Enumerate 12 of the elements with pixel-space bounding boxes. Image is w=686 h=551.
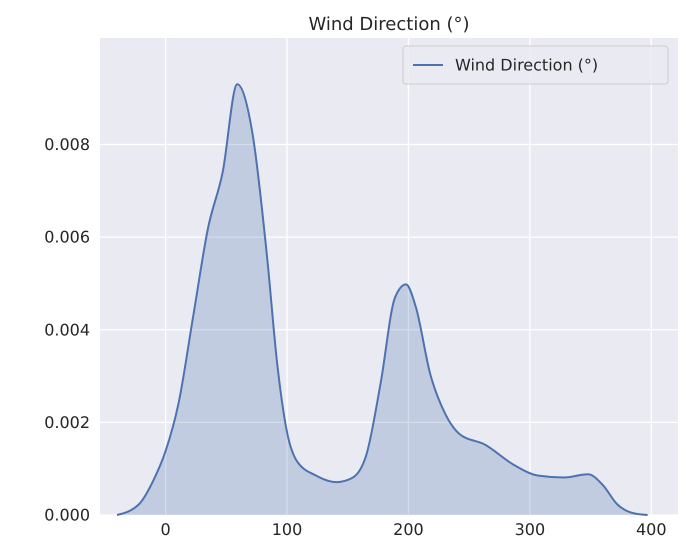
x-tick-label: 200 [393, 520, 424, 539]
y-tick-label: 0.008 [44, 135, 90, 154]
chart-title: Wind Direction (°) [308, 14, 470, 35]
y-tick-label: 0.004 [44, 320, 90, 340]
x-tick-label: 400 [636, 520, 667, 539]
y-tick-label: 0.000 [44, 506, 90, 525]
x-tick-label: 300 [514, 520, 546, 539]
x-tick-label: 100 [272, 520, 302, 539]
y-tick-label: 0.002 [44, 412, 90, 432]
legend-label: Wind Direction (°) [455, 56, 598, 75]
y-tick-label: 0.006 [44, 228, 90, 247]
x-tick-label: 0 [160, 520, 171, 539]
